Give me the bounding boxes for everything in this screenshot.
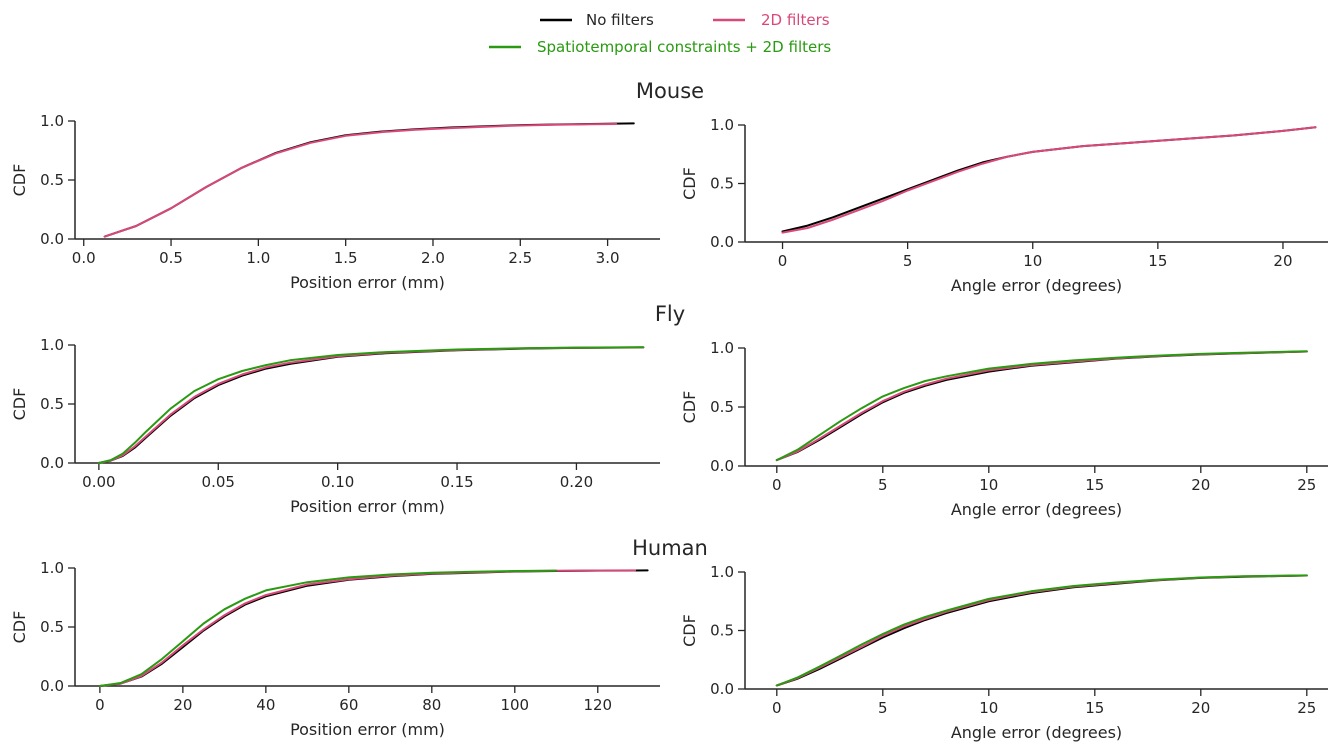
y-tick-label: 1.0 (40, 559, 64, 577)
x-tick-label: 0.0 (72, 249, 96, 267)
series-line-2d-filters (775, 350, 1308, 462)
panel-6: 0 5 10 15 20 25 0.0 0.5 1.0 Angle error (degrees)… (680, 563, 1328, 742)
x-tick-label: 0 (772, 699, 782, 717)
series-line-spatiotemporal-constraints-2d-filters (97, 346, 645, 464)
x-tick-label: 0.15 (440, 473, 473, 491)
x-tick-label: 0.10 (321, 473, 354, 491)
x-tick-label: 60 (339, 696, 358, 714)
y-tick-label: 0.5 (710, 175, 734, 193)
series-line-no-filters (775, 350, 1308, 462)
y-tick-label: 1.0 (40, 336, 64, 354)
y-tick-label: 0.5 (40, 171, 64, 189)
row-title-human: Human (632, 536, 708, 560)
x-axis-label: Position error (mm) (290, 720, 445, 739)
x-tick-label: 15 (1085, 699, 1104, 717)
y-tick-label: 0.5 (710, 622, 734, 640)
x-axis-label: Angle error (degrees) (951, 723, 1122, 742)
y-tick-label: 0.5 (40, 618, 64, 636)
y-tick-label: 0.0 (40, 230, 64, 248)
series-line-2d-filters (103, 123, 618, 238)
series-line-spatiotemporal-constraints-2d-filters (775, 574, 1308, 687)
panel-2: 0 5 10 15 20 0.0 0.5 1.0 Angle error (degrees) CD… (680, 116, 1328, 295)
series-line-2d-filters (97, 346, 645, 464)
x-tick-label: 25 (1297, 476, 1316, 494)
x-tick-label: 5 (903, 252, 913, 270)
series-line-2d-filters (98, 569, 637, 687)
x-tick-label: 15 (1148, 252, 1167, 270)
y-tick-label: 0.0 (40, 454, 64, 472)
y-axis-label: CDF (680, 167, 699, 200)
x-tick-label: 0.05 (202, 473, 235, 491)
panel-5: 0 20 40 60 80 100 120 0.0 0.5 1.0 Position error (… (10, 559, 660, 739)
series-line-no-filters (103, 122, 635, 238)
x-tick-label: 20 (1191, 699, 1210, 717)
row-title-mouse: Mouse (636, 79, 704, 103)
y-tick-label: 0.0 (710, 233, 734, 251)
x-tick-label: 0 (778, 252, 788, 270)
x-tick-label: 20 (1191, 476, 1210, 494)
x-tick-label: 2.5 (508, 249, 532, 267)
series-line-2d-filters (781, 126, 1317, 234)
y-tick-label: 1.0 (40, 112, 64, 130)
x-tick-label: 5 (878, 699, 888, 717)
x-tick-label: 5 (878, 476, 888, 494)
x-tick-label: 0.20 (560, 473, 593, 491)
x-axis-label: Angle error (degrees) (951, 500, 1122, 519)
x-tick-label: 10 (979, 476, 998, 494)
series-line-no-filters (98, 569, 649, 687)
panel-4: 0 5 10 15 20 25 0.0 0.5 1.0 Angle error (degrees)… (680, 339, 1328, 519)
x-tick-label: 0.5 (159, 249, 183, 267)
x-tick-label: 80 (422, 696, 441, 714)
y-tick-label: 1.0 (710, 339, 734, 357)
y-tick-label: 1.0 (710, 563, 734, 581)
x-axis-label: Position error (mm) (290, 273, 445, 292)
x-tick-label: 15 (1085, 476, 1104, 494)
x-tick-label: 20 (1273, 252, 1292, 270)
y-tick-label: 1.0 (710, 116, 734, 134)
panel-3: 0.00 0.05 0.10 0.15 0.20 0.0 0.5 1.0 Position er… (10, 336, 660, 516)
y-axis-label: CDF (10, 164, 29, 197)
panel-1: 0.0 0.5 1.0 1.5 2.0 2.5 3.0 0.0 0.5 1.0 Position e… (10, 112, 660, 292)
series-line-no-filters (781, 126, 1317, 233)
x-axis-label: Angle error (degrees) (951, 276, 1122, 295)
x-tick-label: 25 (1297, 699, 1316, 717)
row-title-fly: Fly (655, 302, 685, 326)
x-tick-label: 100 (500, 696, 529, 714)
x-axis-label: Position error (mm) (290, 497, 445, 516)
legend-label-2d-filters: 2D filters (761, 11, 830, 29)
series-line-no-filters (775, 574, 1308, 687)
y-tick-label: 0.0 (40, 677, 64, 695)
series-line-spatiotemporal-constraints-2d-filters (98, 569, 558, 687)
legend-label-spatiotemporal: Spatiotemporal constraints + 2D filters (537, 38, 831, 56)
x-tick-label: 20 (173, 696, 192, 714)
legend: No filters 2D filters Spatiotemporal con… (489, 11, 831, 56)
x-tick-label: 3.0 (596, 249, 620, 267)
panels: 0.0 0.5 1.0 1.5 2.0 2.5 3.0 0.0 0.5 1.0 Position e… (10, 112, 1328, 742)
y-tick-label: 0.5 (710, 398, 734, 416)
x-tick-label: 1.0 (246, 249, 270, 267)
series-line-no-filters (97, 346, 645, 464)
x-tick-label: 40 (256, 696, 275, 714)
y-tick-label: 0.0 (710, 457, 734, 475)
x-tick-label: 0 (772, 476, 782, 494)
x-tick-label: 10 (979, 699, 998, 717)
x-tick-label: 0 (95, 696, 105, 714)
y-axis-label: CDF (10, 388, 29, 421)
y-axis-label: CDF (10, 611, 29, 644)
y-axis-label: CDF (680, 614, 699, 647)
series-line-spatiotemporal-constraints-2d-filters (775, 350, 1308, 462)
x-tick-label: 2.0 (421, 249, 445, 267)
y-axis-label: CDF (680, 391, 699, 424)
x-tick-label: 10 (1023, 252, 1042, 270)
y-tick-label: 0.0 (710, 680, 734, 698)
x-tick-label: 0.00 (82, 473, 115, 491)
legend-label-no-filters: No filters (586, 11, 654, 29)
x-tick-label: 1.5 (334, 249, 358, 267)
x-tick-label: 120 (583, 696, 612, 714)
y-tick-label: 0.5 (40, 395, 64, 413)
